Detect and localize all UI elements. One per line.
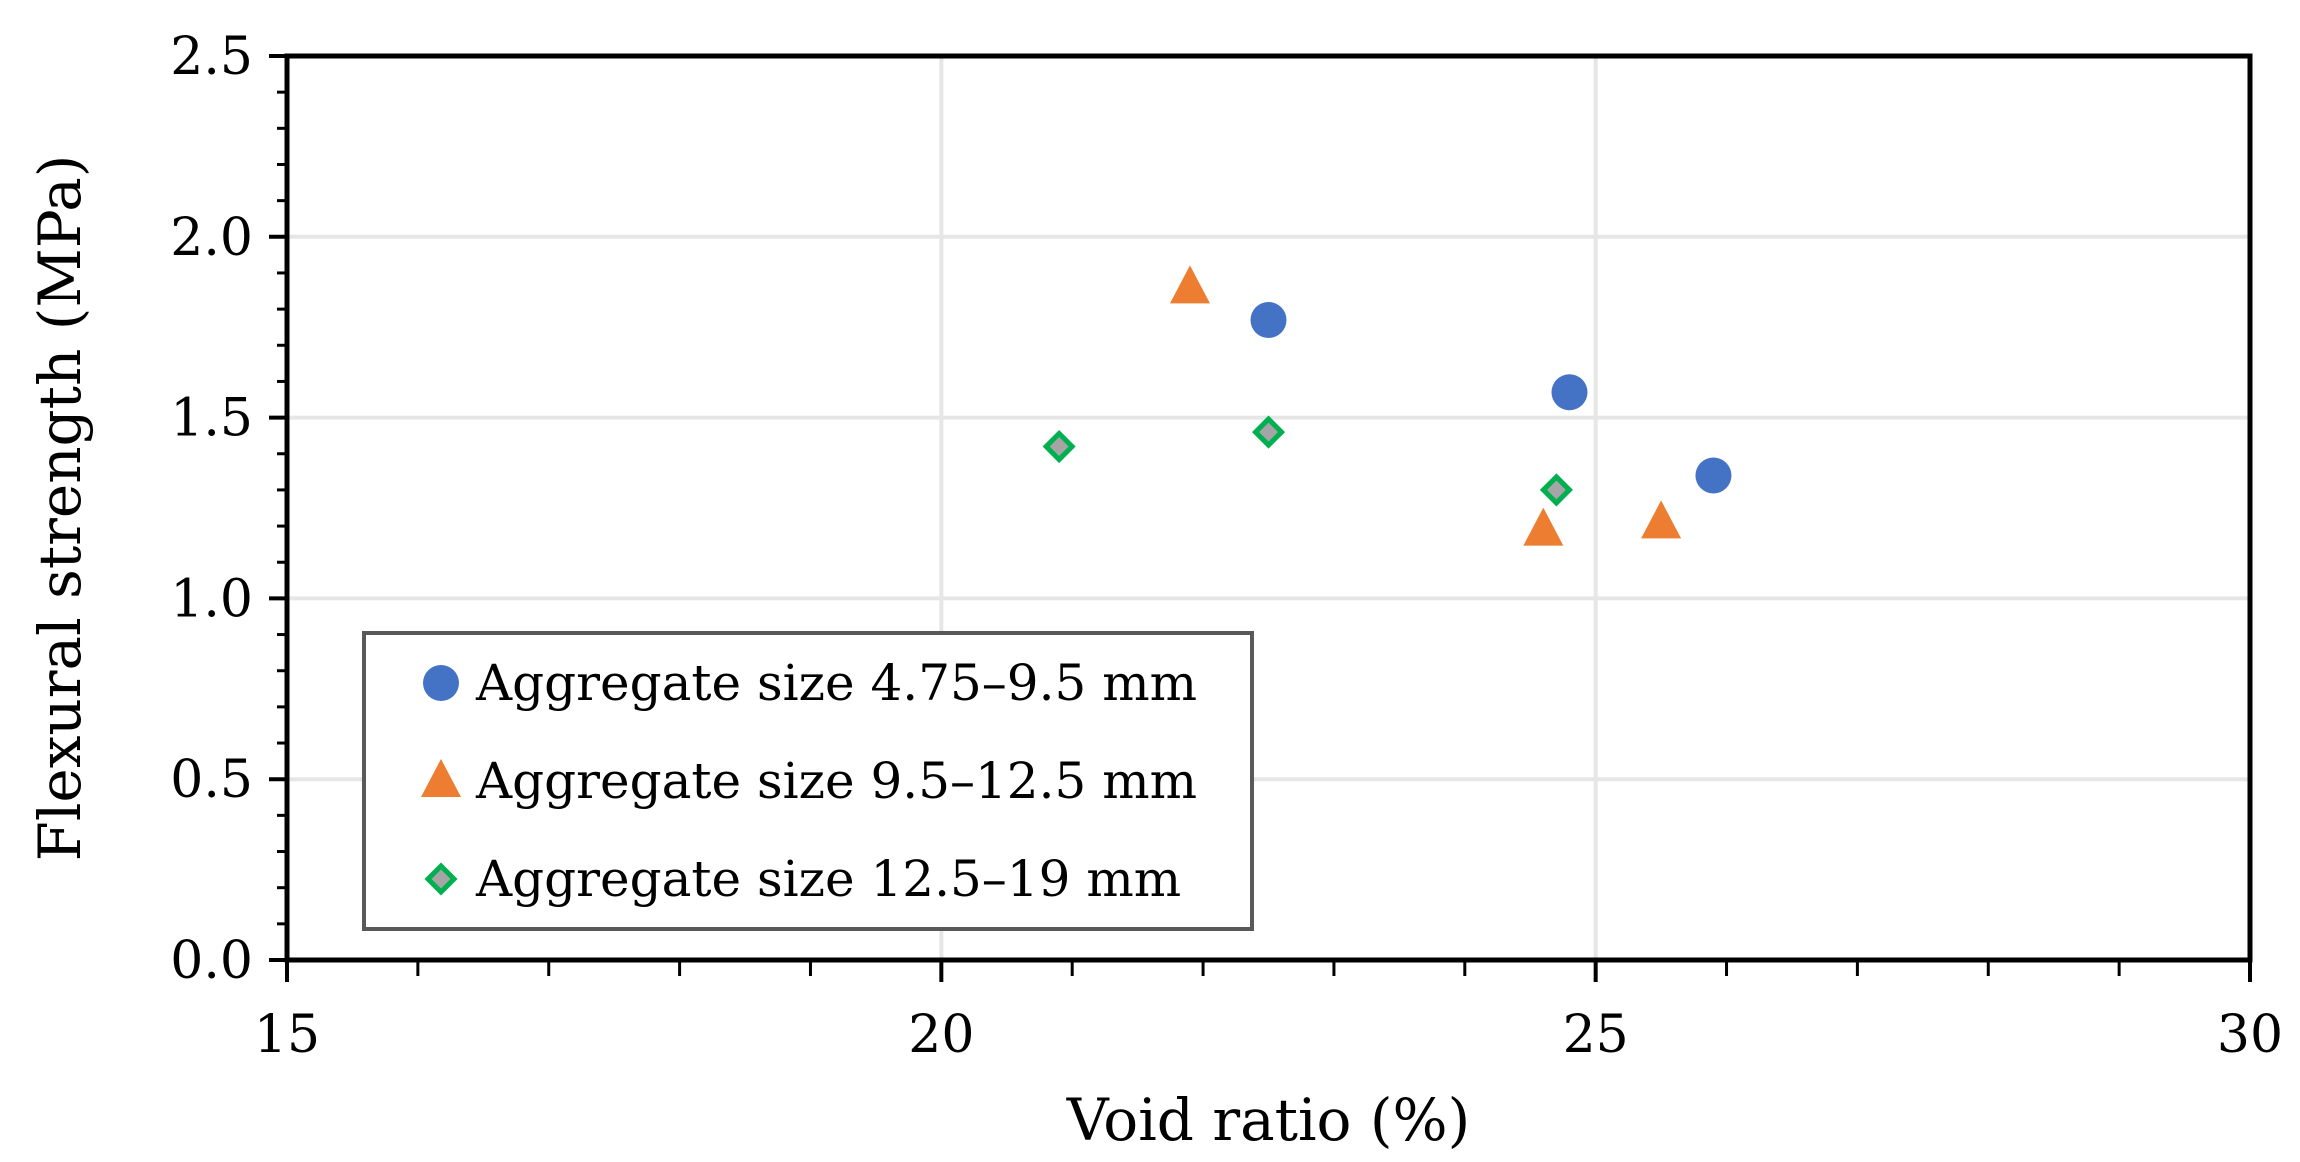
axis-ticks [269,54,2252,982]
x-tick-label: 30 [2217,1005,2283,1065]
data-point-circle [1250,301,1287,338]
legend-item: Aggregate size 9.5–12.5 mm [421,752,1197,810]
y-tick-label: 2.0 [170,208,253,268]
data-point-triangle [1523,507,1564,546]
legend-item: Aggregate size 4.75–9.5 mm [423,654,1197,712]
y-tick-label: 0.0 [170,931,253,991]
y-tick-label: 1.0 [170,569,253,629]
data-point-triangle [1169,265,1210,304]
plot-area-frame [284,53,2253,963]
x-tick-label: 15 [254,1005,320,1065]
y-tick-label: 1.5 [170,389,253,449]
y-tick-label: 0.5 [170,750,253,810]
legend-marker-triangle [421,758,461,797]
x-tick-label: 25 [1563,1005,1629,1065]
legend-item: Aggregate size 12.5–19 mm [424,850,1181,908]
legend-marker-circle [423,665,459,701]
legend-label: Aggregate size 9.5–12.5 mm [475,752,1197,810]
legend-label: Aggregate size 4.75–9.5 mm [475,654,1197,712]
x-tick-label: 20 [908,1005,974,1065]
data-point-diamond [1539,473,1573,507]
legend: Aggregate size 4.75–9.5 mm Aggregate size… [362,631,1254,931]
x-axis-title: Void ratio (%) [1066,1086,1470,1154]
data-point-triangle [1641,500,1682,539]
legend-label: Aggregate size 12.5–19 mm [475,850,1181,908]
legend-marker-diamond [424,862,458,896]
data-point-circle [1695,457,1732,494]
y-axis-title: Flexural strength (MPa) [26,155,94,862]
legend-box [362,631,1254,931]
data-points [1042,265,1732,546]
tick-labels: 0.0 0.5 1.0 1.5 2.0 2.5 15 20 25 30 [170,27,2283,1065]
data-point-diamond [1042,429,1076,464]
data-point-circle [1551,374,1588,411]
data-point-diamond [1251,415,1286,449]
y-tick-label: 2.5 [170,27,253,87]
